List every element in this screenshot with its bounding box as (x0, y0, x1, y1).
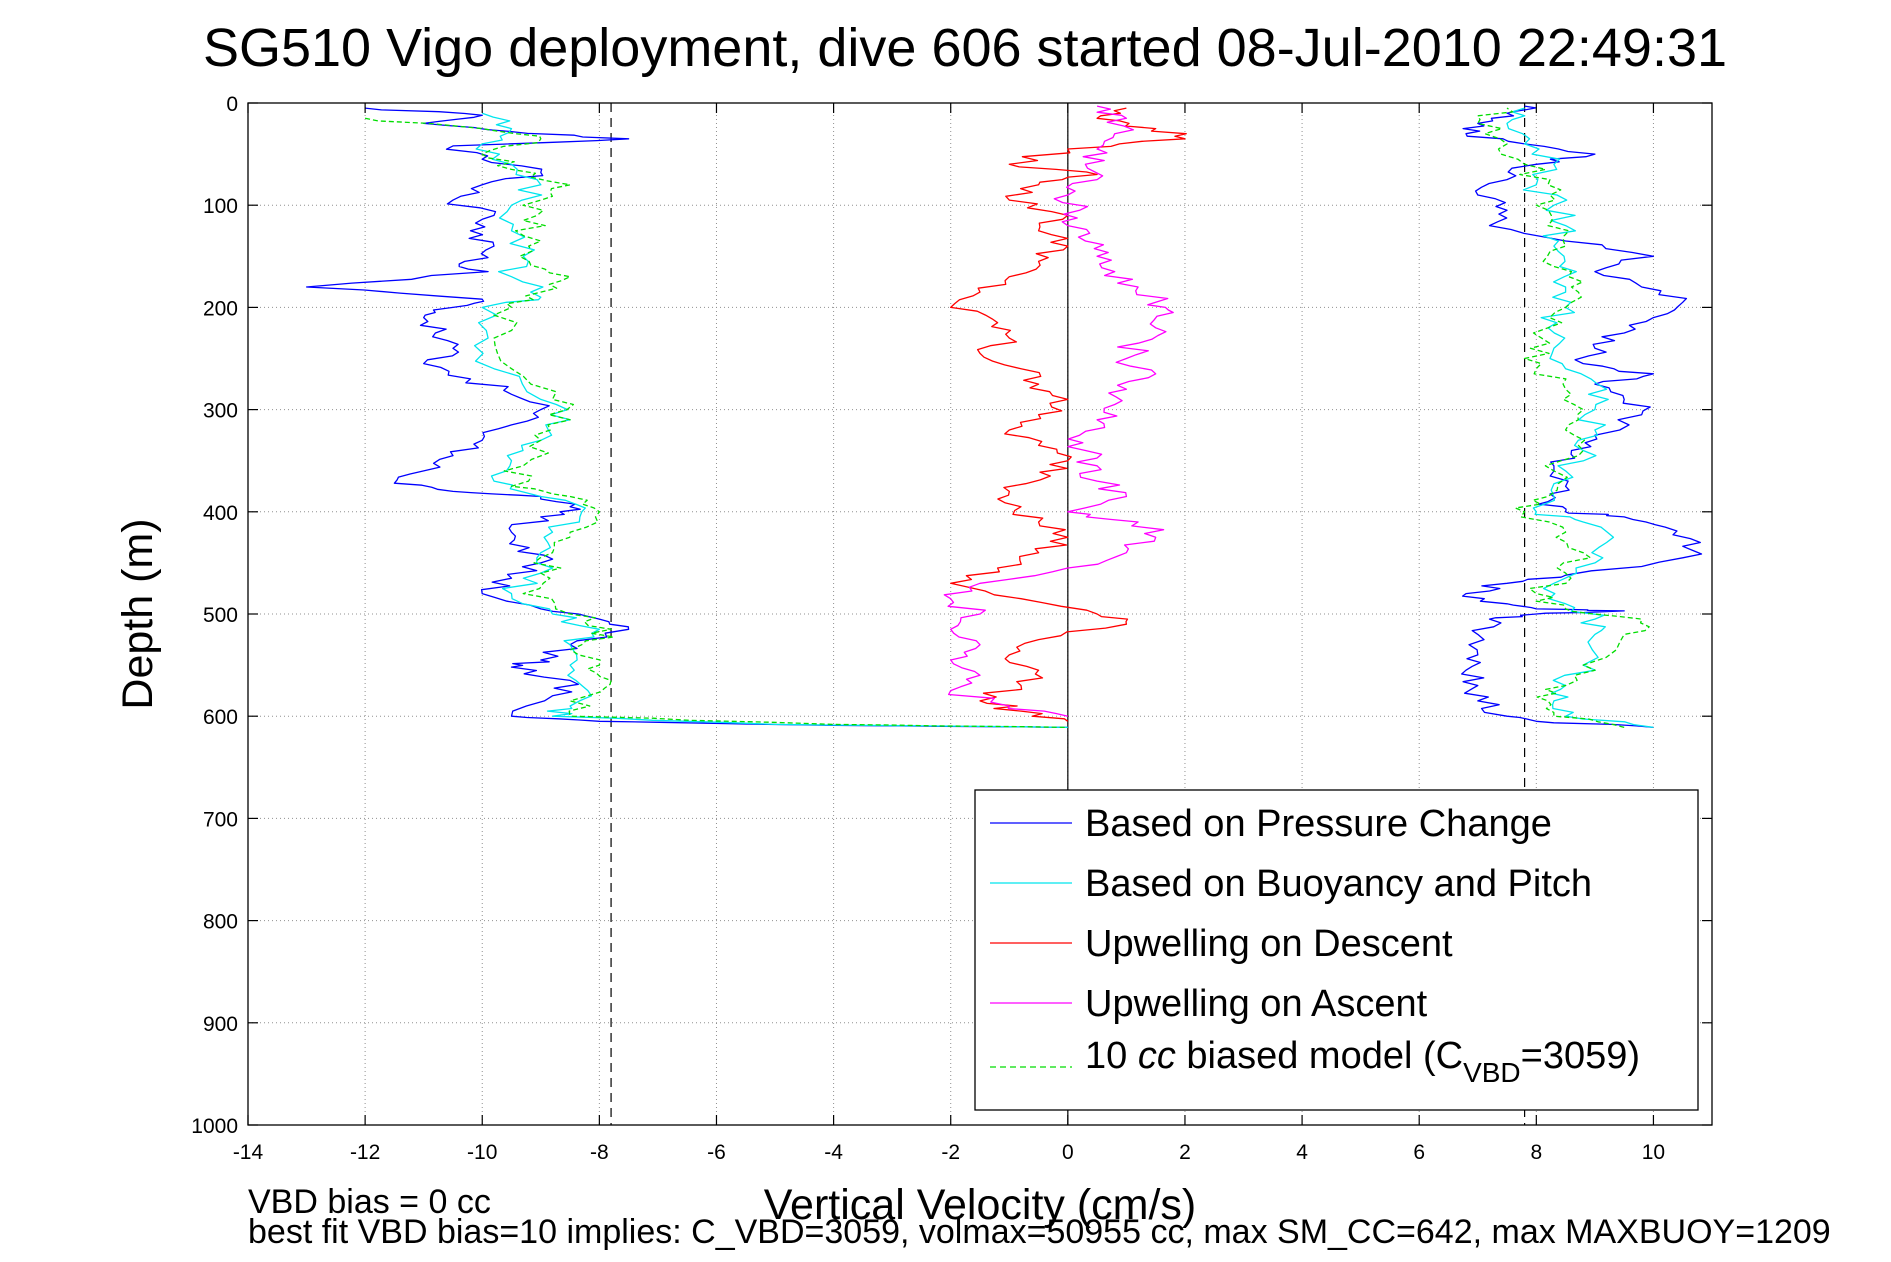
y-tick-label: 600 (203, 706, 238, 729)
legend: Based on Pressure Change Based on Buoyan… (974, 789, 1699, 1111)
legend-label-model: 10 cc biased model (CVBD=3059) (1085, 1035, 1640, 1088)
chart-title: SG510 Vigo deployment, dive 606 started … (203, 18, 1727, 78)
x-tick-label: -8 (590, 1141, 609, 1164)
series-1-ascent-line (1461, 105, 1703, 729)
legend-label-descent: Upwelling on Descent (1085, 923, 1453, 965)
best-fit-note: best fit VBD bias=10 implies: C_VBD=3059… (248, 1213, 1831, 1251)
series-1-descent-line (305, 107, 1068, 729)
legend-label-ascent: Upwelling on Ascent (1085, 983, 1428, 1025)
series-3-line (950, 107, 1187, 722)
legend-box (974, 789, 1699, 1111)
x-tick-label: -6 (707, 1141, 726, 1164)
x-tick-label: 10 (1642, 1141, 1665, 1164)
x-tick-label: 0 (1062, 1141, 1074, 1164)
x-tick-label: 6 (1413, 1141, 1425, 1164)
x-tick-label: -4 (824, 1141, 843, 1164)
x-tick-label: -10 (467, 1141, 497, 1164)
x-tick-label: -14 (233, 1141, 264, 1164)
x-tick-label: 8 (1530, 1141, 1542, 1164)
series-5-ascent-line (1477, 107, 1650, 729)
series-4-line (943, 105, 1174, 717)
series-2-descent-line (473, 112, 1068, 729)
vbd-bias-note: VBD bias = 0 cc (248, 1183, 491, 1221)
y-tick-label: 1000 (191, 1115, 238, 1138)
series-5-descent-line (364, 117, 1068, 729)
legend-label-buoyancy: Based on Buoyancy and Pitch (1085, 863, 1592, 905)
x-tick-label: -12 (350, 1141, 380, 1164)
y-tick-label: 900 (203, 1013, 238, 1036)
y-tick-label: 700 (203, 808, 238, 831)
y-tick-label: 100 (203, 195, 238, 218)
y-tick-label: 500 (203, 604, 238, 627)
x-axis-label: Vertical Velocity (cm/s) (764, 1181, 1197, 1229)
y-tick-label: 300 (203, 400, 238, 423)
series-lines (305, 105, 1703, 729)
axis-ticks: -14 -12 -10 -8 -6 -4 -2 0 2 4 6 8 100100200300400500… (191, 93, 1712, 1164)
x-tick-label: 2 (1179, 1141, 1191, 1164)
series-2-ascent-line (1506, 107, 1654, 729)
x-tick-label: -2 (941, 1141, 960, 1164)
y-tick-label: 200 (203, 297, 238, 320)
x-tick-label: 4 (1296, 1141, 1308, 1164)
y-tick-label: 0 (226, 93, 238, 116)
y-tick-label: 400 (203, 502, 238, 525)
legend-label-pressure: Based on Pressure Change (1085, 803, 1552, 845)
y-axis-label: Depth (m) (114, 518, 162, 709)
y-tick-label: 800 (203, 911, 238, 934)
